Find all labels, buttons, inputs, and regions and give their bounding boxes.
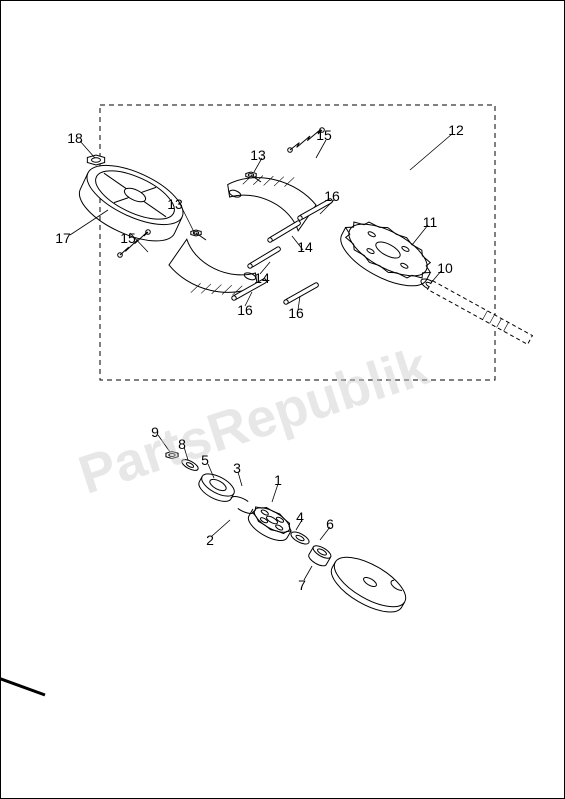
callout-2: 2 <box>206 532 214 548</box>
callout-16: 16 <box>237 302 253 318</box>
callout-6: 6 <box>326 516 334 532</box>
callout-8: 8 <box>178 436 186 452</box>
diagram-canvas: PartsRepublik 18171513131512161414161611… <box>0 0 565 799</box>
parts-diagram-svg <box>0 0 565 799</box>
callout-9: 9 <box>151 424 159 440</box>
callout-7: 7 <box>298 577 306 593</box>
callout-15: 15 <box>120 230 136 246</box>
callout-17: 17 <box>55 230 71 246</box>
callout-16: 16 <box>324 188 340 204</box>
callout-16: 16 <box>288 305 304 321</box>
callout-14: 14 <box>254 270 270 286</box>
callout-13: 13 <box>167 196 183 212</box>
callout-4: 4 <box>296 509 304 525</box>
callout-5: 5 <box>201 452 209 468</box>
callout-18: 18 <box>67 130 83 146</box>
callout-10: 10 <box>437 260 453 276</box>
callout-1: 1 <box>274 472 282 488</box>
callout-13: 13 <box>250 147 266 163</box>
callout-14: 14 <box>297 239 313 255</box>
callout-15: 15 <box>316 127 332 143</box>
callout-11: 11 <box>423 214 438 230</box>
callout-12: 12 <box>448 122 464 138</box>
callout-3: 3 <box>233 460 241 476</box>
